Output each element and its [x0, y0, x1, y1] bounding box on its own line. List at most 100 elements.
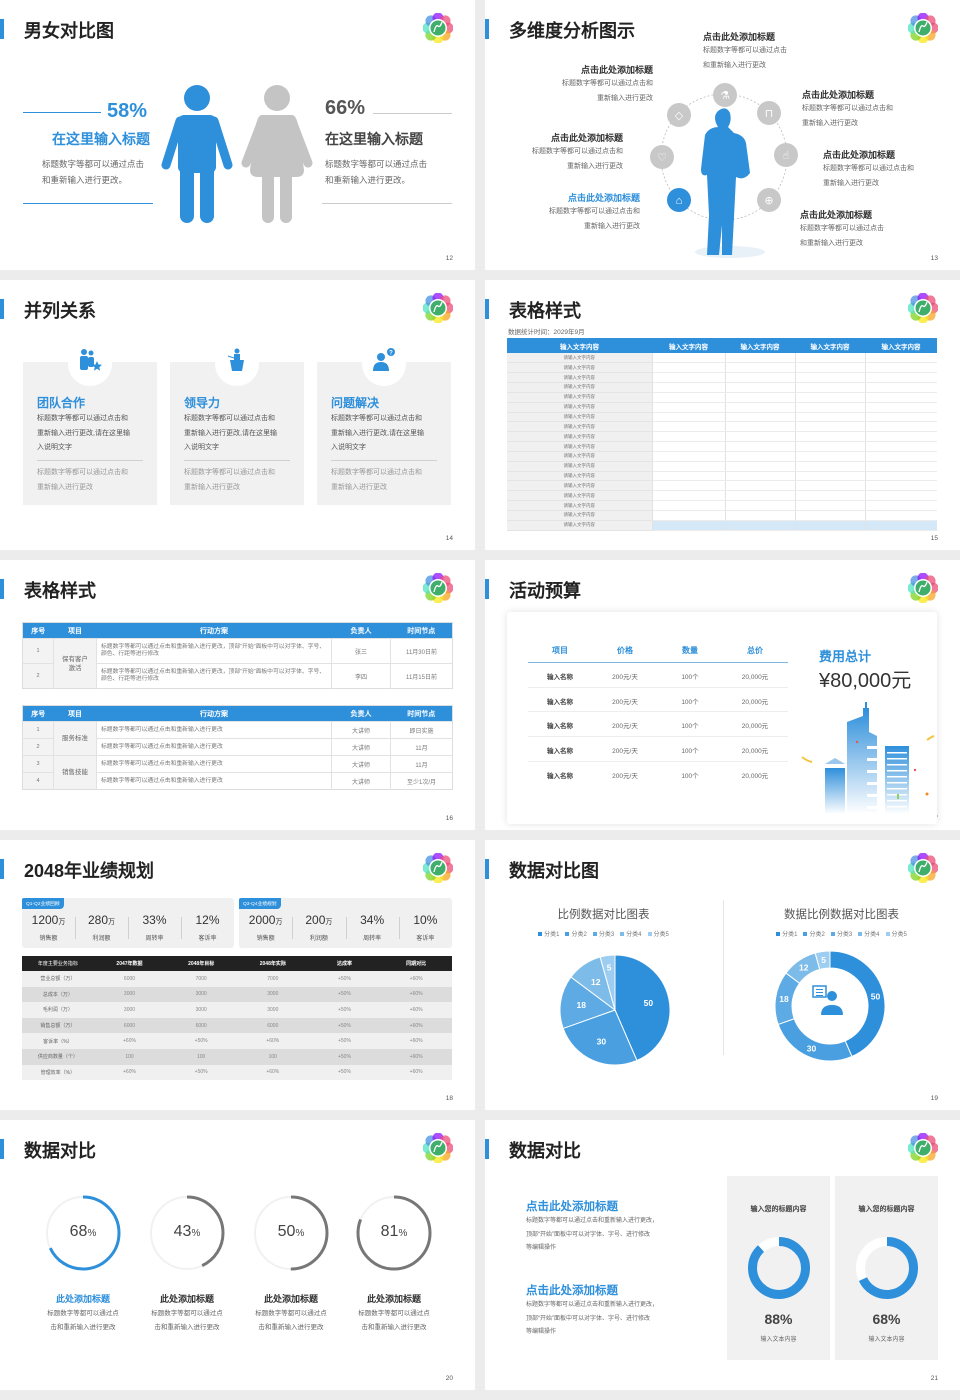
data-cell[interactable]: [651, 382, 725, 393]
data-cell[interactable]: [651, 500, 725, 511]
stat-card[interactable]: 输入您的标题内容 68% 输入文本内容: [835, 1176, 938, 1360]
analysis-text-block[interactable]: 点击此处添加标题标题数字等都可以通过点击和重新输入进行更改: [703, 30, 787, 73]
table-row[interactable]: 请输入文字内容: [507, 510, 937, 521]
column-header[interactable]: 行动方案: [200, 627, 228, 635]
data-cell[interactable]: [864, 490, 937, 502]
data-cell[interactable]: [794, 421, 865, 433]
data-cell[interactable]: [724, 510, 795, 521]
column-header[interactable]: 输入文字内容: [560, 343, 599, 351]
slide-data-comparison-cards[interactable]: 数据对比 21 点击此处添加标题 标题数字等都可以通过点击和重新输入进行更改， 顶部“开…: [485, 1120, 960, 1390]
data-cell[interactable]: [794, 441, 865, 452]
data-cell[interactable]: [864, 510, 937, 521]
table-row[interactable]: 请输入文字内容: [507, 490, 937, 502]
data-cell[interactable]: [651, 510, 725, 521]
table-row[interactable]: 客诉率（%） +60% +50% +60% +50% +60%: [22, 1033, 452, 1049]
table-row[interactable]: 1 服务标准 标题数字等都可以通过点击和重新输入进行更改 大讲师 即日实施: [22, 721, 453, 756]
table-row[interactable]: 请输入文字内容: [507, 412, 937, 423]
data-cell[interactable]: [794, 500, 865, 511]
data-cell[interactable]: [651, 421, 725, 433]
data-cell[interactable]: [651, 402, 725, 413]
column-header[interactable]: 项目: [68, 627, 82, 635]
column-header[interactable]: 2048年实际: [259, 961, 286, 967]
legend-item[interactable]: 分类3: [830, 932, 852, 938]
analysis-text-block[interactable]: 点击此处添加标题标题数字等都可以通过点击和重新输入进行更改: [549, 191, 640, 234]
budget-row[interactable]: 输入名称 200元/天 100个 20,000元: [528, 762, 788, 787]
legend-item[interactable]: 分类2: [565, 932, 587, 938]
slide-data-comparison-charts[interactable]: 数据对比图 19 比例数据对比图表 分类1 分类2 分类3 分类4 分类5 50 30 18 12 5 数…: [485, 840, 960, 1110]
data-cell[interactable]: [794, 382, 865, 393]
data-cell[interactable]: [724, 421, 795, 433]
legend-item[interactable]: 分类3: [592, 932, 614, 938]
table-row[interactable]: 请输入文字内容: [507, 382, 937, 393]
data-cell[interactable]: [651, 353, 725, 364]
budget-row[interactable]: 输入名称 200元/天 100个 20,000元: [528, 688, 788, 713]
legend-item[interactable]: 分类5: [647, 932, 669, 938]
table-row[interactable]: 4 标题数字等都可以通过点击和重新输入进行更改 大讲师 至少1次/月: [22, 772, 453, 790]
data-cell[interactable]: [651, 372, 725, 384]
slide-multidimension-analysis[interactable]: 多维度分析图示 13 点击此处添加标题 标题数字等都可以通过点击 和重新输入进行更改 点击…: [485, 0, 960, 270]
column-header[interactable]: 序号: [31, 710, 46, 718]
column-header[interactable]: 年度主要业务指标: [37, 961, 78, 967]
data-cell[interactable]: [651, 392, 725, 403]
data-cell[interactable]: [651, 441, 725, 452]
table-row[interactable]: 供应商数量（个） 100 100 100 +50% +60%: [22, 1048, 452, 1065]
column-header[interactable]: 时间节点: [407, 710, 436, 718]
data-cell[interactable]: [724, 372, 795, 384]
data-cell[interactable]: [794, 372, 865, 384]
data-cell[interactable]: [651, 461, 725, 472]
column-header[interactable]: 2048年目标: [188, 961, 215, 967]
data-cell[interactable]: [724, 500, 795, 511]
data-cell[interactable]: [864, 520, 937, 531]
budget-row[interactable]: 输入名称 200元/天 100个 20,000元: [528, 712, 788, 738]
column-header[interactable]: 输入文字内容: [740, 343, 780, 351]
data-cell[interactable]: [651, 471, 725, 482]
data-cell[interactable]: [724, 392, 795, 403]
data-cell[interactable]: [651, 520, 725, 531]
table-row[interactable]: 2 标题数字等都可以通过点击和重新输入进行更改 大讲师 11月: [22, 738, 453, 756]
legend-item[interactable]: 分类4: [620, 932, 642, 938]
data-cell[interactable]: [651, 480, 725, 492]
table-row[interactable]: 营业总额（万） 6000 7000 7000 +50% +60%: [22, 971, 452, 987]
data-cell[interactable]: [724, 451, 795, 462]
table-row[interactable]: 请输入文字内容: [507, 461, 937, 472]
data-cell[interactable]: [794, 451, 865, 462]
slide-performance-plan[interactable]: 2048年业绩规划 18 Q1-Q2业绩回顾 1200万 销售额 280万 利润额 33% 周转…: [0, 840, 475, 1110]
data-cell[interactable]: [651, 412, 725, 423]
data-cell[interactable]: [864, 451, 937, 462]
column-header[interactable]: 输入文字内容: [810, 343, 850, 351]
data-cell[interactable]: [724, 382, 795, 393]
table-row[interactable]: 请输入文字内容: [507, 451, 937, 462]
column-header[interactable]: 负责人: [350, 627, 372, 635]
data-cell[interactable]: [724, 480, 795, 492]
table-row[interactable]: 3 销售技能 标题数字等都可以通过点击和重新输入进行更改 大讲师 11月: [22, 755, 453, 790]
table-row[interactable]: 请输入文字内容: [507, 480, 937, 492]
data-cell[interactable]: [864, 461, 937, 472]
data-cell[interactable]: [864, 372, 937, 384]
analysis-text-block[interactable]: 点击此处添加标题标题数字等都可以通过点击和重新输入进行更改: [562, 63, 653, 106]
data-cell[interactable]: [864, 480, 937, 492]
data-cell[interactable]: [724, 412, 795, 423]
table-row[interactable]: 请输入文字内容: [507, 392, 937, 403]
table-row[interactable]: 请输入文字内容: [507, 441, 937, 452]
data-cell[interactable]: [651, 362, 725, 374]
data-cell[interactable]: [724, 471, 795, 482]
table-row[interactable]: 请输入文字内容: [507, 421, 937, 433]
budget-row[interactable]: 输入名称 200元/天 100个 20,000元: [528, 737, 788, 762]
data-cell[interactable]: [864, 421, 937, 433]
column-header[interactable]: 序号: [31, 627, 46, 635]
table-row[interactable]: 请输入文字内容: [507, 520, 937, 531]
column-header[interactable]: 行动方案: [200, 710, 228, 718]
data-cell[interactable]: [864, 382, 937, 393]
data-cell[interactable]: [864, 392, 937, 403]
table-row[interactable]: 请输入文字内容: [507, 372, 937, 384]
data-cell[interactable]: [864, 362, 937, 374]
column-header[interactable]: 时间节点: [407, 627, 436, 635]
data-cell[interactable]: [794, 510, 865, 521]
table-row[interactable]: 请输入文字内容: [507, 471, 937, 482]
data-cell[interactable]: [864, 353, 937, 364]
data-cell[interactable]: [724, 362, 795, 374]
slide-parallel-relation[interactable]: 并列关系 14 团队合作 标题数字等都可以通过点击和 重新输入进行更改,请在这里输 入说明…: [0, 280, 475, 550]
feature-card[interactable]: 团队合作 标题数字等都可以通过点击和 重新输入进行更改,请在这里输 入说明文字 标题数字…: [23, 362, 157, 505]
data-cell[interactable]: [794, 471, 865, 482]
column-header[interactable]: 达成率: [336, 961, 352, 967]
